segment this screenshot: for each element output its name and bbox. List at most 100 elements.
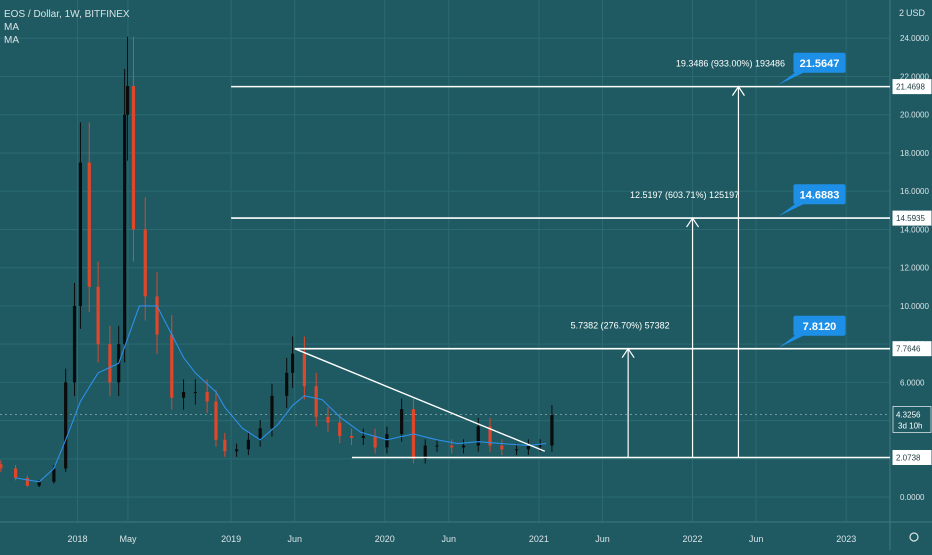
candle <box>461 445 466 448</box>
candle <box>361 435 365 438</box>
candle <box>538 445 542 447</box>
time-tick-label: 2021 <box>529 534 549 544</box>
price-tick-label: 0.0000 <box>900 493 925 502</box>
time-tick-label: Jun <box>442 534 457 544</box>
target-callout[interactable] <box>793 315 846 336</box>
candle <box>385 434 389 448</box>
candle <box>285 372 289 396</box>
measure-label: 19.3486 (933.00%) 193486 <box>676 59 785 69</box>
level-price-tag <box>892 449 932 465</box>
price-tick-label: 14.0000 <box>900 225 929 234</box>
price-tick-label: 18.0000 <box>900 149 929 158</box>
ma-indicator-label[interactable]: MA <box>4 35 19 46</box>
arrow-head-icon <box>731 85 745 96</box>
level-price-label: 14.5935 <box>896 214 925 223</box>
candle <box>108 344 112 383</box>
candle <box>326 416 330 423</box>
target-callout[interactable] <box>793 184 846 205</box>
candle <box>290 353 295 373</box>
candle <box>526 445 530 450</box>
target-label: 14.6883 <box>800 189 840 201</box>
candle <box>514 449 519 451</box>
candle <box>13 468 18 479</box>
countdown-label: 3d 10h <box>898 421 922 430</box>
candle <box>258 428 262 440</box>
level-price-tag <box>892 79 932 95</box>
candle <box>400 409 404 435</box>
callout-pointer <box>778 333 808 348</box>
time-tick-label: 2019 <box>221 534 241 544</box>
time-tick-label: 2020 <box>375 534 395 544</box>
candle <box>125 86 130 115</box>
candle <box>338 422 342 436</box>
candle <box>314 386 318 417</box>
descending-trendline[interactable] <box>294 348 546 452</box>
candle <box>123 114 127 345</box>
candle <box>214 401 218 440</box>
candle <box>78 162 83 306</box>
price-tick-label: 16.0000 <box>900 187 929 196</box>
candle <box>87 162 91 287</box>
candle <box>52 468 56 482</box>
candle <box>435 445 439 447</box>
candle <box>235 449 239 452</box>
candle <box>131 86 136 230</box>
callout-pointer <box>778 202 808 217</box>
measure-label: 12.5197 (603.71%) 125197 <box>630 190 739 200</box>
level-price-label: 7.7646 <box>896 345 921 354</box>
callout-pointer <box>778 70 808 85</box>
time-tick-label: Jun <box>595 534 610 544</box>
candle <box>423 445 427 459</box>
settings-gear-icon[interactable] <box>909 532 919 542</box>
candle <box>488 426 492 446</box>
target-callout[interactable] <box>793 52 846 73</box>
level-price-tag <box>892 341 932 357</box>
candle <box>37 481 41 486</box>
candle <box>270 395 274 429</box>
candle <box>500 445 504 450</box>
price-axis-top-label: 2 <box>899 8 904 18</box>
candle <box>373 435 377 448</box>
time-tick-label: May <box>119 534 137 544</box>
arrow-head-icon <box>621 347 635 359</box>
candle <box>64 382 68 469</box>
legend: EOS / Dollar, 1W, BITFINEX MA MA <box>4 8 130 47</box>
candle <box>25 478 29 486</box>
candle <box>550 414 554 446</box>
price-tick-label: 12.0000 <box>900 264 929 273</box>
price-tick-label: 10.0000 <box>900 302 929 311</box>
measure-label: 5.7382 (276.70%) 57382 <box>571 321 670 331</box>
time-tick-label: 2023 <box>836 534 856 544</box>
candle <box>246 439 250 450</box>
price-tick-label: 6.0000 <box>900 378 925 387</box>
current-price-label: 4.3256 <box>896 410 921 419</box>
time-tick-label: 2018 <box>67 534 87 544</box>
candle <box>96 286 100 345</box>
price-tick-label: 20.0000 <box>900 111 929 120</box>
candle <box>0 464 3 469</box>
target-label: 21.5647 <box>800 58 840 70</box>
candle <box>302 353 306 387</box>
level-price-label: 2.0738 <box>896 453 921 462</box>
level-price-label: 21.4698 <box>896 83 925 92</box>
price-tick-label: 22.0000 <box>900 72 929 81</box>
arrow-head-icon <box>686 217 700 228</box>
candle <box>476 426 480 446</box>
time-tick-label: Jun <box>287 534 302 544</box>
candle <box>223 439 227 452</box>
candle <box>72 305 77 383</box>
candle <box>450 445 454 448</box>
candle <box>349 435 354 438</box>
candle <box>155 296 159 335</box>
symbol-title[interactable]: EOS / Dollar, 1W, BITFINEX <box>4 9 130 20</box>
ma-indicator-label[interactable]: MA <box>4 22 19 33</box>
level-price-tag <box>892 210 932 226</box>
candle <box>170 334 174 398</box>
price-tick-label: 24.0000 <box>900 34 929 43</box>
candle <box>143 229 147 297</box>
current-price-tag <box>892 406 932 433</box>
candle <box>205 391 209 402</box>
